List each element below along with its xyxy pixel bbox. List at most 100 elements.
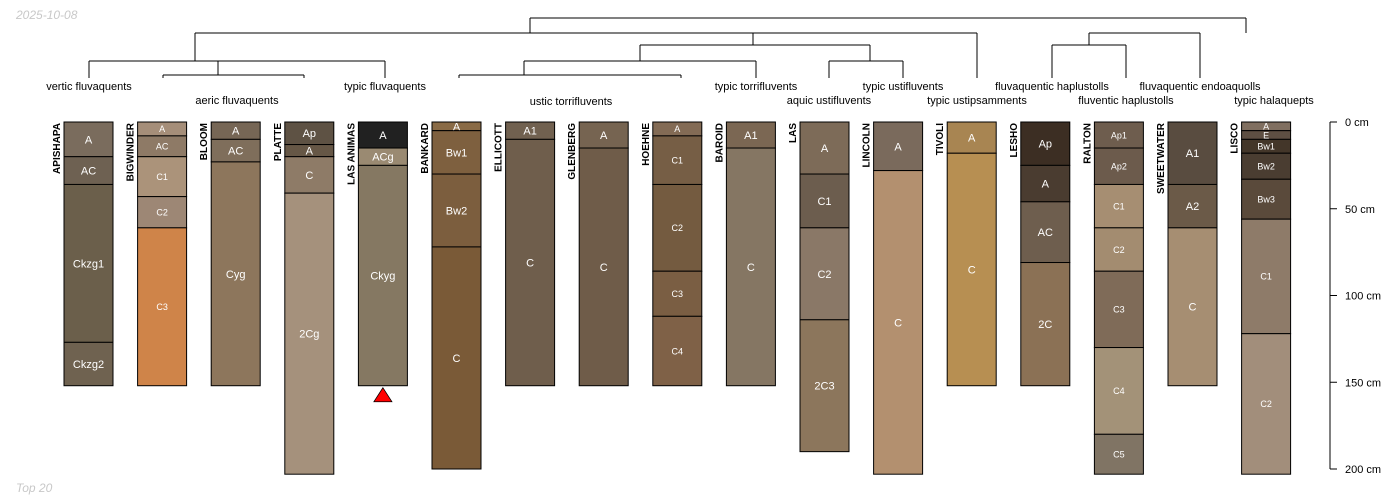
horizon-label: Ap2 <box>1111 161 1127 171</box>
horizon-label: Cyg <box>226 269 246 281</box>
horizon-label: ACg <box>372 152 393 164</box>
taxonomy-label: aeric fluvaquents <box>195 95 279 107</box>
profile-name: BIGWINDER <box>126 122 137 181</box>
horizon-rect <box>1093 347 1144 435</box>
profile-name: APISHAPA <box>52 123 63 174</box>
horizon-label: A1 <box>744 130 757 142</box>
horizon-rect <box>799 121 850 175</box>
horizon-rect <box>357 164 408 387</box>
profile-name: SWEETWATER <box>1156 122 1167 194</box>
horizon-label: C3 <box>672 289 684 299</box>
horizon-rect <box>1093 121 1144 149</box>
horizon-label: C2 <box>156 207 168 217</box>
horizon-label: C <box>1189 302 1197 314</box>
horizon-rect <box>1020 262 1071 387</box>
profile-bankard: A Bw1 Bw2 C BANKARD <box>420 121 482 470</box>
horizon-label: A <box>159 124 165 134</box>
profile-apishapa: A AC Ckzg1 Ckzg2 APISHAPA <box>52 121 114 387</box>
horizon-label: AC <box>156 142 169 152</box>
taxonomy-label: ustic torrifluvents <box>530 96 613 108</box>
horizon-rect <box>1093 270 1144 349</box>
horizon-label: A <box>894 141 902 153</box>
horizon-label: A <box>232 126 240 138</box>
horizon-label: C4 <box>672 346 684 356</box>
horizon-rect <box>357 121 408 149</box>
horizon-label: C <box>894 317 902 329</box>
horizon-rect <box>946 152 997 387</box>
horizon-rect <box>578 121 629 149</box>
profile-name: BLOOM <box>199 123 210 160</box>
profile-name: PLATTE <box>273 123 284 161</box>
horizon-label: A <box>821 143 829 155</box>
horizon-label: A <box>674 124 680 134</box>
horizon-rect <box>652 183 703 272</box>
taxonomy-label: fluventic haplustolls <box>1078 95 1174 107</box>
horizon-label: A <box>1042 179 1050 191</box>
horizon-label: AC <box>81 166 96 178</box>
horizon-rect <box>137 227 188 387</box>
horizon-label: Ckzg1 <box>73 258 104 270</box>
horizon-label: C1 <box>1260 272 1272 282</box>
horizon-label: A <box>453 121 461 133</box>
profile-bigwinder: A AC C1 C2 C3 BIGWINDER <box>126 121 188 387</box>
profile-name: TIVOLI <box>935 123 946 155</box>
axis-tick-label: 0 cm <box>1345 117 1369 129</box>
horizon-label: A1 <box>523 126 536 138</box>
horizon-label: Ap <box>303 128 316 140</box>
horizon-label: C2 <box>1113 245 1125 255</box>
profile-name: BAROID <box>714 123 725 162</box>
horizon-rect <box>63 121 114 158</box>
horizon-rect <box>284 192 335 475</box>
horizon-label: A1 <box>1186 148 1199 160</box>
horizon-rect <box>1167 183 1218 229</box>
axis-tick-label: 50 cm <box>1345 204 1375 216</box>
horizon-rect <box>1241 333 1292 475</box>
horizon-rect <box>431 130 482 175</box>
horizon-rect <box>652 135 703 185</box>
horizon-label: C <box>600 262 608 274</box>
profile-ralton: Ap1 Ap2 C1 C2 C3 C4 C5 RALTON <box>1082 121 1144 475</box>
horizon-rect <box>652 315 703 387</box>
profile-name: RALTON <box>1082 123 1093 164</box>
profile-bloom: A AC Cyg BLOOM <box>199 121 261 387</box>
depth-axis: 0 cm 50 cm 100 cm 150 cm 200 cm <box>1329 117 1381 476</box>
horizon-label: C <box>747 262 755 274</box>
profile-sweetwater: A1 A2 C SWEETWATER <box>1156 121 1218 387</box>
horizon-label: C4 <box>1113 386 1125 396</box>
horizon-rect <box>799 319 850 453</box>
horizon-label: Ap <box>1039 139 1052 151</box>
horizon-rect <box>1093 433 1144 475</box>
profile-name: LISCO <box>1230 123 1241 154</box>
horizon-label: Bw1 <box>1257 142 1275 152</box>
horizon-label: C1 <box>156 172 168 182</box>
profile-name: LAS <box>788 123 799 143</box>
date-stamp: 2025-10-08 <box>16 8 78 22</box>
horizon-label: A <box>306 146 314 158</box>
horizon-label: AC <box>228 146 243 158</box>
horizon-rect <box>63 183 114 343</box>
horizon-rect <box>431 246 482 470</box>
horizon-label: AC <box>1038 227 1053 239</box>
profile-name: ELLICOTT <box>494 123 505 172</box>
profile-glenberg: A C GLENBERG <box>567 121 629 387</box>
taxonomy-labels: vertic fluvaquents aeric fluvaquents typic… <box>46 81 1314 108</box>
horizon-label: A <box>968 133 976 145</box>
horizon-label: C2 <box>817 269 831 281</box>
horizon-rect <box>1167 227 1218 387</box>
profile-name: LESHO <box>1009 123 1020 158</box>
profile-tivoli: A C TIVOLI <box>935 121 997 387</box>
horizon-rect <box>63 341 114 387</box>
horizon-rect <box>1093 147 1144 185</box>
horizon-label: A <box>1263 122 1269 132</box>
profile-name: BANKARD <box>420 123 431 174</box>
taxonomy-label: typic ustipsamments <box>927 95 1027 107</box>
horizon-rect <box>505 138 556 387</box>
taxonomy-label: typic ustifluvents <box>863 81 944 93</box>
horizon-label: C5 <box>1113 449 1125 459</box>
horizon-rect <box>1020 121 1071 166</box>
dendrogram <box>88 17 1247 78</box>
horizon-rect <box>284 156 335 194</box>
axis-tick-label: 200 cm <box>1345 464 1381 476</box>
horizon-label: C <box>453 353 461 365</box>
